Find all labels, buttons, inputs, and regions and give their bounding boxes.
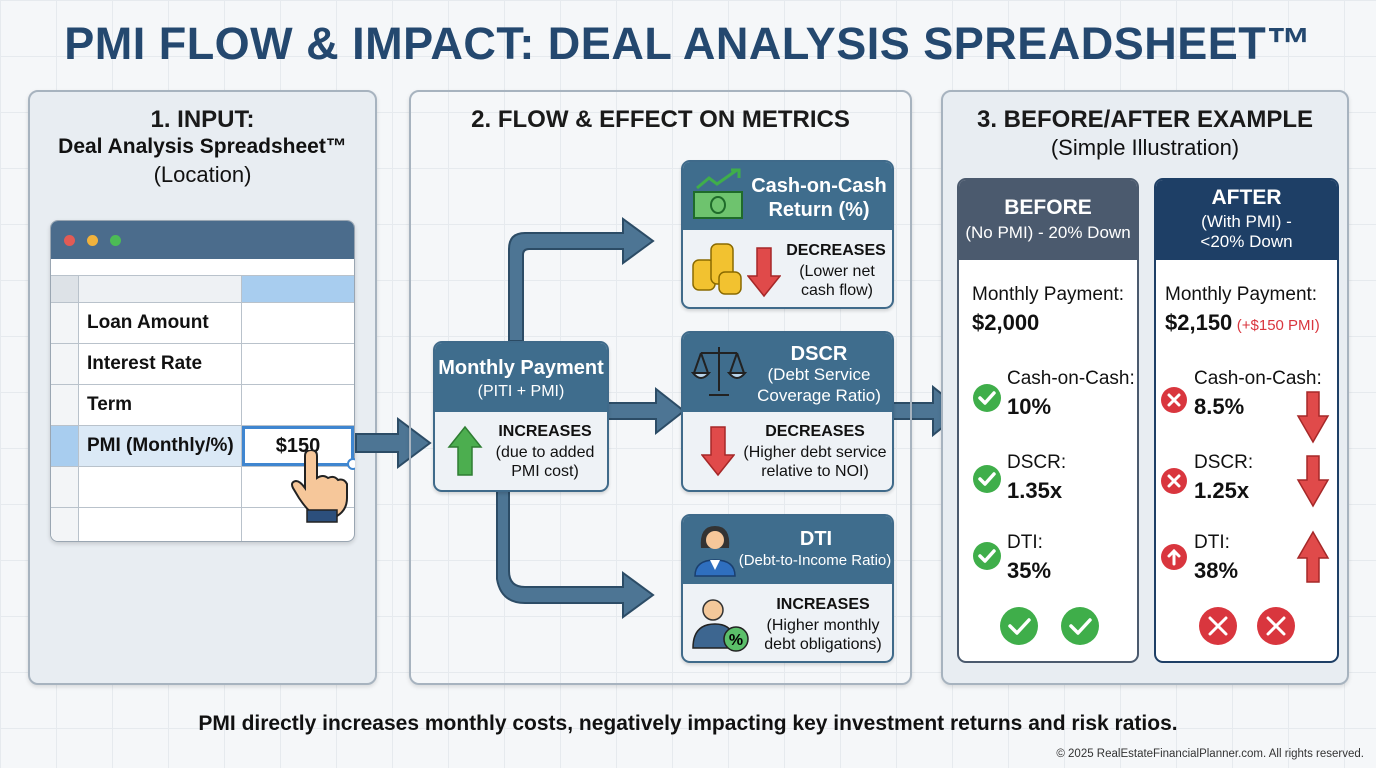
payment-reason: (due to added PMI cost) — [495, 444, 595, 480]
before-dti: 35% — [1007, 558, 1052, 583]
after-dti: 38% — [1194, 558, 1239, 583]
payment-sub: (PITI + PMI) — [477, 383, 565, 400]
after-status-icons — [1161, 387, 1330, 645]
before-payment: $2,000 — [972, 310, 1040, 335]
payment-effect: INCREASES — [498, 423, 592, 440]
coc-box: Cash-on-Cash Return (%) DECREASES (Lower… — [681, 160, 894, 309]
close-dot-icon[interactable] — [64, 235, 75, 246]
footer-summary: PMI directly increases monthly costs, ne… — [198, 712, 1178, 735]
dti-box: DTI (Debt-to-Income Ratio) % INCREASES (… — [681, 514, 894, 663]
minimize-dot-icon[interactable] — [87, 235, 98, 246]
payment-to-coc-arrow — [508, 217, 655, 342]
scales-icon — [691, 347, 747, 396]
after-dti-label: DTI: — [1194, 532, 1230, 553]
page-title: PMI FLOW & IMPACT: DEAL ANALYSIS SPREADS… — [64, 18, 1312, 69]
person-percent-icon: % — [692, 599, 749, 652]
input-subheading: Deal Analysis Spreadsheet™ — [58, 135, 347, 158]
window-titlebar — [51, 221, 354, 259]
table-row — [51, 466, 354, 507]
input-location: (Location) — [153, 162, 252, 187]
after-pmi-note: (+$150 PMI) — [1236, 317, 1320, 334]
before-dscr-label: DSCR: — [1007, 452, 1067, 473]
before-sub: (No PMI) - 20% Down — [965, 223, 1131, 242]
row-label: Term — [79, 385, 242, 425]
after-dscr: 1.25x — [1194, 478, 1250, 503]
before-coc-label: Cash-on-Cash: — [1007, 368, 1135, 389]
monthly-payment-box: Monthly Payment (PITI + PMI) INCREASES (… — [433, 341, 609, 492]
flow-heading: 2. FLOW & EFFECT ON METRICS — [471, 106, 850, 133]
payment-to-dti-arrow — [496, 490, 655, 619]
coins-icon — [692, 243, 742, 295]
before-check-icons — [973, 384, 1099, 645]
dscr-reason: (Higher debt service relative to NOI) — [743, 444, 887, 480]
payment-title: Monthly Payment — [438, 357, 604, 379]
after-coc: 8.5% — [1194, 394, 1245, 419]
after-coc-label: Cash-on-Cash: — [1194, 368, 1322, 389]
dscr-box: DSCR (Debt Service Coverage Ratio) DECRE… — [681, 331, 894, 492]
row-label: Interest Rate — [79, 344, 242, 384]
dti-title: DTI — [799, 528, 833, 550]
copyright: © 2025 RealEstateFinancialPlanner.com. A… — [1056, 748, 1364, 760]
table-row — [51, 507, 354, 541]
pointing-hand-icon — [291, 450, 355, 523]
coc-title: Cash-on-Cash Return (%) — [751, 175, 887, 221]
dti-sub: (Debt-to-Income Ratio) — [738, 552, 892, 569]
dscr-sub: (Debt Service Coverage Ratio) — [757, 365, 881, 405]
before-payment-label: Monthly Payment: — [972, 284, 1125, 305]
svg-text:%: % — [729, 632, 743, 649]
after-payment-label: Monthly Payment: — [1165, 284, 1318, 305]
coc-effect: DECREASES — [786, 242, 886, 259]
dti-effect: INCREASES — [776, 596, 870, 613]
spreadsheet-window: Loan Amount Interest Rate Term PMI (Mont… — [50, 220, 355, 542]
before-dti-label: DTI: — [1007, 532, 1043, 553]
column-header-row — [51, 275, 354, 302]
input-to-payment-arrow — [355, 417, 432, 469]
row-label: PMI (Monthly/%) — [79, 426, 242, 466]
money-growth-icon — [693, 168, 743, 219]
before-coc: 10% — [1007, 394, 1052, 419]
flow-panel — [409, 90, 912, 685]
table-row: Interest Rate — [51, 343, 354, 384]
up-arrow-icon — [447, 425, 483, 476]
example-sub: (Simple Illustration) — [1050, 135, 1240, 160]
after-card: AFTER (With PMI) - <20% Down Monthly Pay… — [1154, 178, 1339, 663]
row-label: Loan Amount — [79, 303, 242, 343]
dscr-effect: DECREASES — [765, 423, 865, 440]
down-arrow-icon — [747, 247, 781, 298]
table-row: Term — [51, 384, 354, 425]
after-payment: $2,150 — [1165, 310, 1233, 335]
maximize-dot-icon[interactable] — [110, 235, 121, 246]
after-dscr-label: DSCR: — [1194, 452, 1254, 473]
person-icon — [694, 526, 736, 577]
payment-to-dscr-arrow — [607, 386, 686, 436]
input-heading: 1. INPUT: — [150, 106, 255, 133]
example-heading: 3. BEFORE/AFTER EXAMPLE — [976, 106, 1314, 133]
table-row-pmi: PMI (Monthly/%) $150 — [51, 425, 354, 466]
after-sub: (With PMI) - <20% Down — [1200, 212, 1293, 251]
before-dscr: 1.35x — [1007, 478, 1063, 503]
before-title: BEFORE — [1004, 196, 1092, 219]
before-card: BEFORE (No PMI) - 20% Down Monthly Payme… — [957, 178, 1139, 663]
table-row: Loan Amount — [51, 302, 354, 343]
coc-reason: (Lower net cash flow) — [799, 263, 875, 299]
dscr-title: DSCR — [790, 343, 848, 365]
dti-reason: (Higher monthly debt obligations) — [764, 617, 882, 653]
after-title: AFTER — [1211, 186, 1282, 209]
down-arrow-icon — [701, 426, 735, 477]
